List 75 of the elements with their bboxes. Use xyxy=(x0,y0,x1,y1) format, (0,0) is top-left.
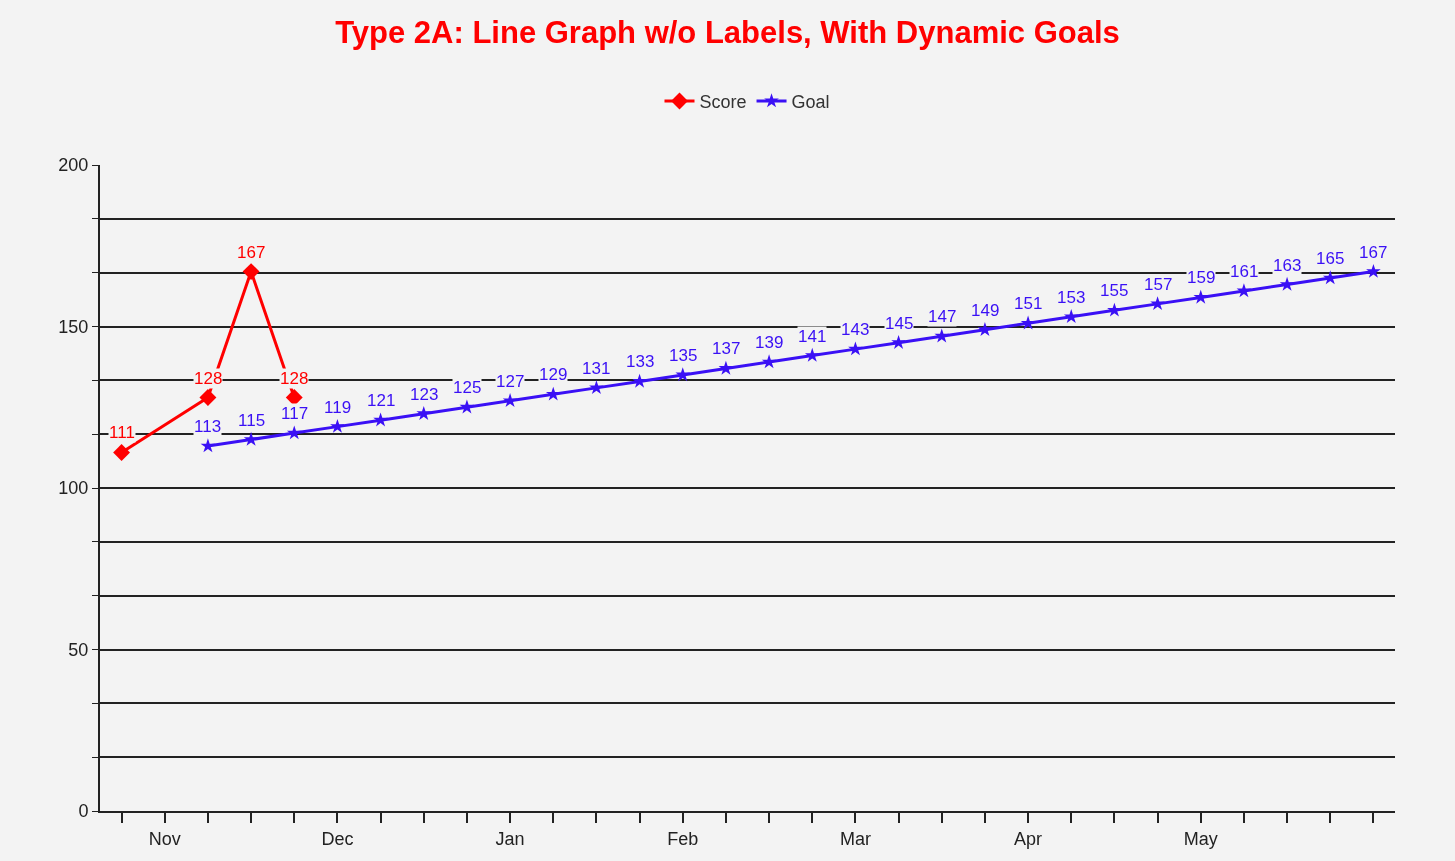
point xyxy=(330,418,345,433)
point xyxy=(200,438,216,453)
x-tick-label: Apr xyxy=(1014,828,1043,849)
data-label: 165 xyxy=(1316,249,1345,268)
chart-title: Type 2A: Line Graph w/o Labels, With Dynamic Goals xyxy=(335,15,1120,51)
data-label: 121 xyxy=(367,391,396,410)
data-label: 137 xyxy=(712,339,741,358)
x-tick-label: Dec xyxy=(321,828,354,849)
data-label: 143 xyxy=(841,320,870,339)
point xyxy=(1063,309,1079,324)
x-tick-label: Jan xyxy=(495,828,525,849)
data-label: 115 xyxy=(238,411,266,430)
point xyxy=(589,380,604,395)
data-label: 125 xyxy=(453,378,482,397)
point xyxy=(286,425,302,440)
point xyxy=(416,406,432,420)
point xyxy=(1366,263,1381,278)
data-label: 127 xyxy=(496,372,525,391)
point xyxy=(199,389,217,407)
point xyxy=(373,412,388,427)
point xyxy=(1322,270,1338,285)
point xyxy=(113,444,131,461)
data-label: 111 xyxy=(109,423,135,442)
data-label: 163 xyxy=(1273,256,1302,275)
data-label: 129 xyxy=(539,365,568,384)
y-tick-label: 150 xyxy=(58,316,89,337)
data-label: 141 xyxy=(798,327,827,346)
data-label: 167 xyxy=(1359,243,1388,262)
point xyxy=(891,334,906,349)
data-label: 128 xyxy=(280,369,309,388)
y-tick-label: 0 xyxy=(78,801,89,822)
point xyxy=(243,431,259,446)
point xyxy=(1279,276,1295,291)
data-label: 123 xyxy=(410,385,439,404)
data-label: 157 xyxy=(1144,275,1173,294)
data-label: 167 xyxy=(237,243,266,262)
data-label: 155 xyxy=(1100,281,1129,300)
data-label: 151 xyxy=(1014,294,1043,313)
point xyxy=(459,399,475,414)
data-label: 119 xyxy=(324,398,352,417)
point xyxy=(502,393,518,408)
data-label: 135 xyxy=(669,346,698,365)
x-tick-label: Feb xyxy=(667,828,699,849)
legend-label: Score xyxy=(699,92,747,112)
data-label: 161 xyxy=(1230,262,1259,281)
data-label: 131 xyxy=(582,359,611,378)
point xyxy=(1150,296,1165,311)
point xyxy=(848,341,863,356)
data-label: 147 xyxy=(928,307,957,326)
x-tick-label: Mar xyxy=(839,828,871,849)
data-label: 145 xyxy=(885,314,914,333)
data-label: 117 xyxy=(281,404,309,423)
data-label: 159 xyxy=(1187,268,1216,287)
point xyxy=(242,263,260,281)
data-label: 153 xyxy=(1057,288,1086,307)
point xyxy=(934,328,950,343)
point xyxy=(675,367,691,382)
point xyxy=(977,322,993,336)
legend-label: Goal xyxy=(791,92,830,112)
point xyxy=(632,373,647,388)
y-tick-label: 100 xyxy=(58,478,89,499)
x-tick-label: May xyxy=(1183,828,1218,849)
x-tick-label: Nov xyxy=(148,828,181,849)
data-label: 139 xyxy=(755,333,784,352)
point xyxy=(1193,289,1209,304)
data-label: 149 xyxy=(971,301,1000,320)
point xyxy=(718,360,734,375)
data-label: 113 xyxy=(194,417,222,436)
data-label: 128 xyxy=(194,369,223,388)
point xyxy=(761,354,777,369)
data-label: 133 xyxy=(626,352,655,371)
point xyxy=(804,347,820,362)
y-tick-label: 200 xyxy=(58,155,89,176)
point xyxy=(1236,283,1252,298)
y-tick-label: 50 xyxy=(68,639,89,660)
